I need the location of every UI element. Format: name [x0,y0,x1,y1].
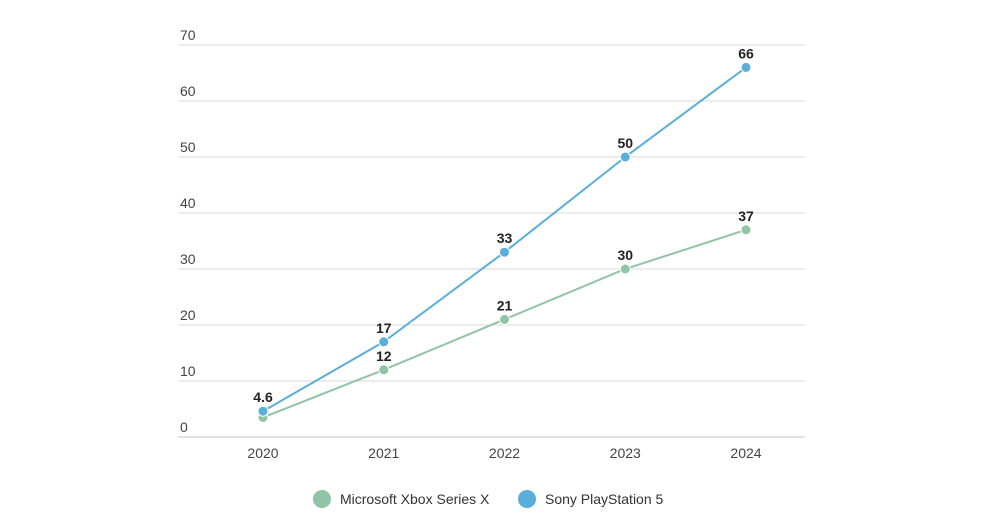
x-tick-label: 2022 [489,445,520,461]
data-label: 30 [617,247,633,263]
data-point [257,405,269,417]
data-point [740,224,752,236]
legend-marker [313,490,331,508]
data-label: 4.6 [253,389,273,405]
data-label: 66 [738,45,754,61]
y-tick-label: 60 [180,83,196,99]
y-tick-label: 0 [180,419,188,435]
legend-marker [518,490,536,508]
x-tick-label: 2020 [247,445,278,461]
y-tick-label: 30 [180,251,196,267]
data-point [619,151,631,163]
data-label: 37 [738,208,754,224]
y-tick-label: 50 [180,139,196,155]
data-label: 50 [617,135,633,151]
x-tick-label: 2023 [610,445,641,461]
x-tick-label: 2021 [368,445,399,461]
y-tick-label: 10 [180,363,196,379]
y-tick-label: 70 [180,27,196,43]
data-point [740,61,752,73]
data-point [619,263,631,275]
data-point [499,313,510,325]
data-point [378,364,390,376]
data-label: 21 [497,297,513,313]
legend-label: Microsoft Xbox Series X [340,491,490,507]
legend-label: Sony PlayStation 5 [545,491,664,507]
data-point [499,246,510,258]
y-tick-label: 40 [180,195,196,211]
data-label: 33 [497,230,513,246]
data-label: 12 [376,348,392,364]
y-tick-label: 20 [180,307,196,323]
x-tick-label: 2024 [730,445,761,461]
data-point [378,336,390,348]
data-label: 17 [376,320,392,336]
